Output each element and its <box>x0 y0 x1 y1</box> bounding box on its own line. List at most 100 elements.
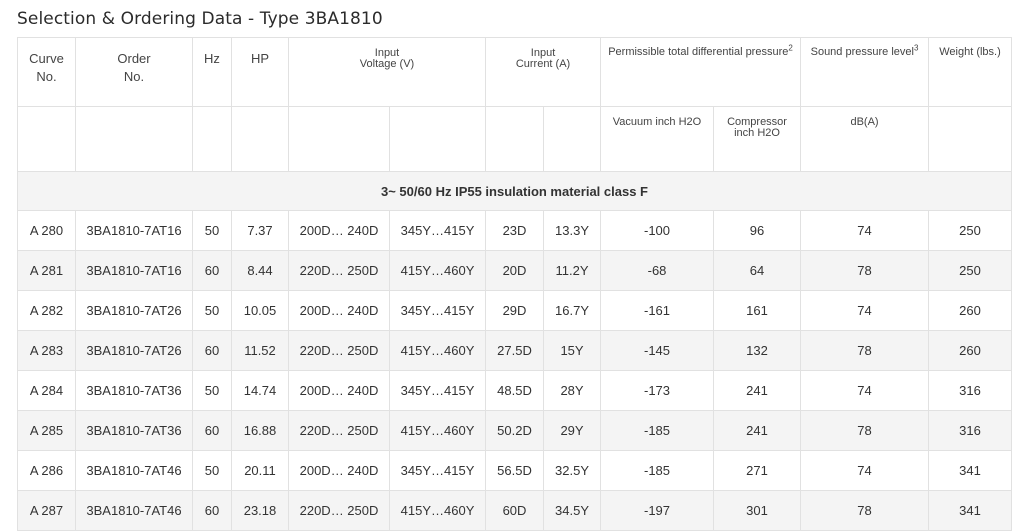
group-row: 3~ 50/60 Hz IP55 insulation material cla… <box>16 171 1013 211</box>
cell-current-wye: 32.5Y <box>543 450 602 491</box>
header-order-no: Order No. <box>75 37 193 107</box>
header-hp: HP <box>231 37 289 107</box>
cell-hp: 20.11 <box>231 450 289 491</box>
cell-hz: 50 <box>192 210 232 251</box>
cell-weight: 250 <box>928 250 1013 291</box>
cell-vacuum: -185 <box>600 450 715 491</box>
cell-weight: 341 <box>928 450 1013 491</box>
cell-compressor: 241 <box>713 370 802 411</box>
cell-order-no: 3BA1810-7AT26 <box>75 330 193 371</box>
cell-voltage-wye: 345Y…415Y <box>388 370 487 411</box>
cell-hp: 11.52 <box>231 330 289 371</box>
header-input-voltage: Input Voltage (V) <box>287 37 487 107</box>
cell-current-delta: 50.2D <box>485 410 545 451</box>
cell-hp: 14.74 <box>231 370 289 411</box>
cell-current-wye: 28Y <box>543 370 602 411</box>
header-weight: Weight (lbs.) <box>928 37 1013 107</box>
cell-voltage-wye: 415Y…460Y <box>388 490 487 531</box>
cell-voltage-delta: 200D… 240D <box>288 210 390 251</box>
cell-voltage-wye: 415Y…460Y <box>388 330 487 371</box>
table-row: A 284 3BA1810-7AT36 50 14.74 200D… 240D 345Y…… <box>17 370 1013 411</box>
cell-weight: 250 <box>928 210 1013 251</box>
cell-curve-no: A 286 <box>17 450 76 491</box>
group-label: 3~ 50/60 Hz IP55 insulation material cla… <box>16 171 1013 211</box>
cell-curve-no: A 283 <box>17 330 76 371</box>
cell-sound: 74 <box>800 450 930 491</box>
cell-current-wye: 16.7Y <box>543 290 602 331</box>
cell-current-wye: 29Y <box>543 410 602 451</box>
cell-hz: 50 <box>192 290 232 331</box>
table-row: A 287 3BA1810-7AT46 60 23.18 220D… 250D 415Y…… <box>17 490 1013 531</box>
table-row: A 282 3BA1810-7AT26 50 10.05 200D… 240D 345Y…… <box>17 290 1013 331</box>
table-row: A 281 3BA1810-7AT16 60 8.44 220D… 250D 415Y…4… <box>17 250 1013 291</box>
cell-weight: 260 <box>928 290 1013 331</box>
cell-curve-no: A 280 <box>17 210 76 251</box>
cell-voltage-delta: 220D… 250D <box>288 330 390 371</box>
cell-sound: 74 <box>800 370 930 411</box>
header-curve-no: Curve No. <box>17 37 76 107</box>
cell-hp: 16.88 <box>231 410 289 451</box>
cell-curve-no: A 287 <box>17 490 76 531</box>
table-row: A 280 3BA1810-7AT16 50 7.37 200D… 240D 345Y…4… <box>17 210 1013 251</box>
cell-current-wye: 34.5Y <box>543 490 602 531</box>
cell-order-no: 3BA1810-7AT16 <box>75 210 193 251</box>
cell-current-delta: 27.5D <box>485 330 545 371</box>
cell-vacuum: -185 <box>600 410 715 451</box>
cell-current-delta: 48.5D <box>485 370 545 411</box>
cell-hz: 60 <box>192 250 232 291</box>
subheader-dba: dB(A) <box>800 106 930 172</box>
cell-sound: 78 <box>800 410 930 451</box>
cell-compressor: 96 <box>713 210 802 251</box>
cell-hz: 60 <box>192 490 232 531</box>
cell-weight: 260 <box>928 330 1013 371</box>
cell-sound: 74 <box>800 210 930 251</box>
table-body: A 280 3BA1810-7AT16 50 7.37 200D… 240D 345Y…4… <box>17 210 1013 531</box>
table-row: A 283 3BA1810-7AT26 60 11.52 220D… 250D 415Y…… <box>17 330 1013 371</box>
header-input-current: Input Current (A) <box>485 37 602 107</box>
header-hz: Hz <box>192 37 232 107</box>
cell-weight: 341 <box>928 490 1013 531</box>
cell-current-delta: 60D <box>485 490 545 531</box>
header-row: Curve No. Order No. Hz HP Input Voltage … <box>17 37 1013 107</box>
cell-current-wye: 13.3Y <box>543 210 602 251</box>
cell-compressor: 161 <box>713 290 802 331</box>
cell-vacuum: -173 <box>600 370 715 411</box>
cell-compressor: 64 <box>713 250 802 291</box>
cell-hp: 8.44 <box>231 250 289 291</box>
cell-voltage-delta: 200D… 240D <box>288 290 390 331</box>
cell-current-wye: 11.2Y <box>543 250 602 291</box>
cell-voltage-delta: 220D… 250D <box>288 410 390 451</box>
cell-voltage-delta: 200D… 240D <box>288 450 390 491</box>
cell-order-no: 3BA1810-7AT36 <box>75 410 193 451</box>
cell-compressor: 271 <box>713 450 802 491</box>
cell-curve-no: A 285 <box>17 410 76 451</box>
cell-voltage-wye: 345Y…415Y <box>388 210 487 251</box>
cell-weight: 316 <box>928 370 1013 411</box>
cell-compressor: 301 <box>713 490 802 531</box>
cell-hp: 7.37 <box>231 210 289 251</box>
table-row: A 286 3BA1810-7AT46 50 20.11 200D… 240D 345Y…… <box>17 450 1013 491</box>
cell-hz: 50 <box>192 450 232 491</box>
cell-hz: 50 <box>192 370 232 411</box>
table-row: A 285 3BA1810-7AT36 60 16.88 220D… 250D 415Y…… <box>17 410 1013 451</box>
ordering-data-table: Curve No. Order No. Hz HP Input Voltage … <box>16 37 1013 531</box>
cell-voltage-wye: 345Y…415Y <box>388 450 487 491</box>
cell-sound: 78 <box>800 330 930 371</box>
subheader-compressor: Compressor inch H2O <box>713 106 802 172</box>
cell-hp: 23.18 <box>231 490 289 531</box>
cell-curve-no: A 281 <box>17 250 76 291</box>
cell-hp: 10.05 <box>231 290 289 331</box>
cell-curve-no: A 284 <box>17 370 76 411</box>
cell-vacuum: -145 <box>600 330 715 371</box>
cell-voltage-wye: 415Y…460Y <box>388 250 487 291</box>
cell-curve-no: A 282 <box>17 290 76 331</box>
cell-compressor: 241 <box>713 410 802 451</box>
cell-current-delta: 20D <box>485 250 545 291</box>
cell-compressor: 132 <box>713 330 802 371</box>
cell-voltage-delta: 200D… 240D <box>288 370 390 411</box>
cell-current-delta: 56.5D <box>485 450 545 491</box>
cell-order-no: 3BA1810-7AT46 <box>75 490 193 531</box>
cell-voltage-delta: 220D… 250D <box>288 490 390 531</box>
cell-current-wye: 15Y <box>543 330 602 371</box>
cell-voltage-wye: 415Y…460Y <box>388 410 487 451</box>
